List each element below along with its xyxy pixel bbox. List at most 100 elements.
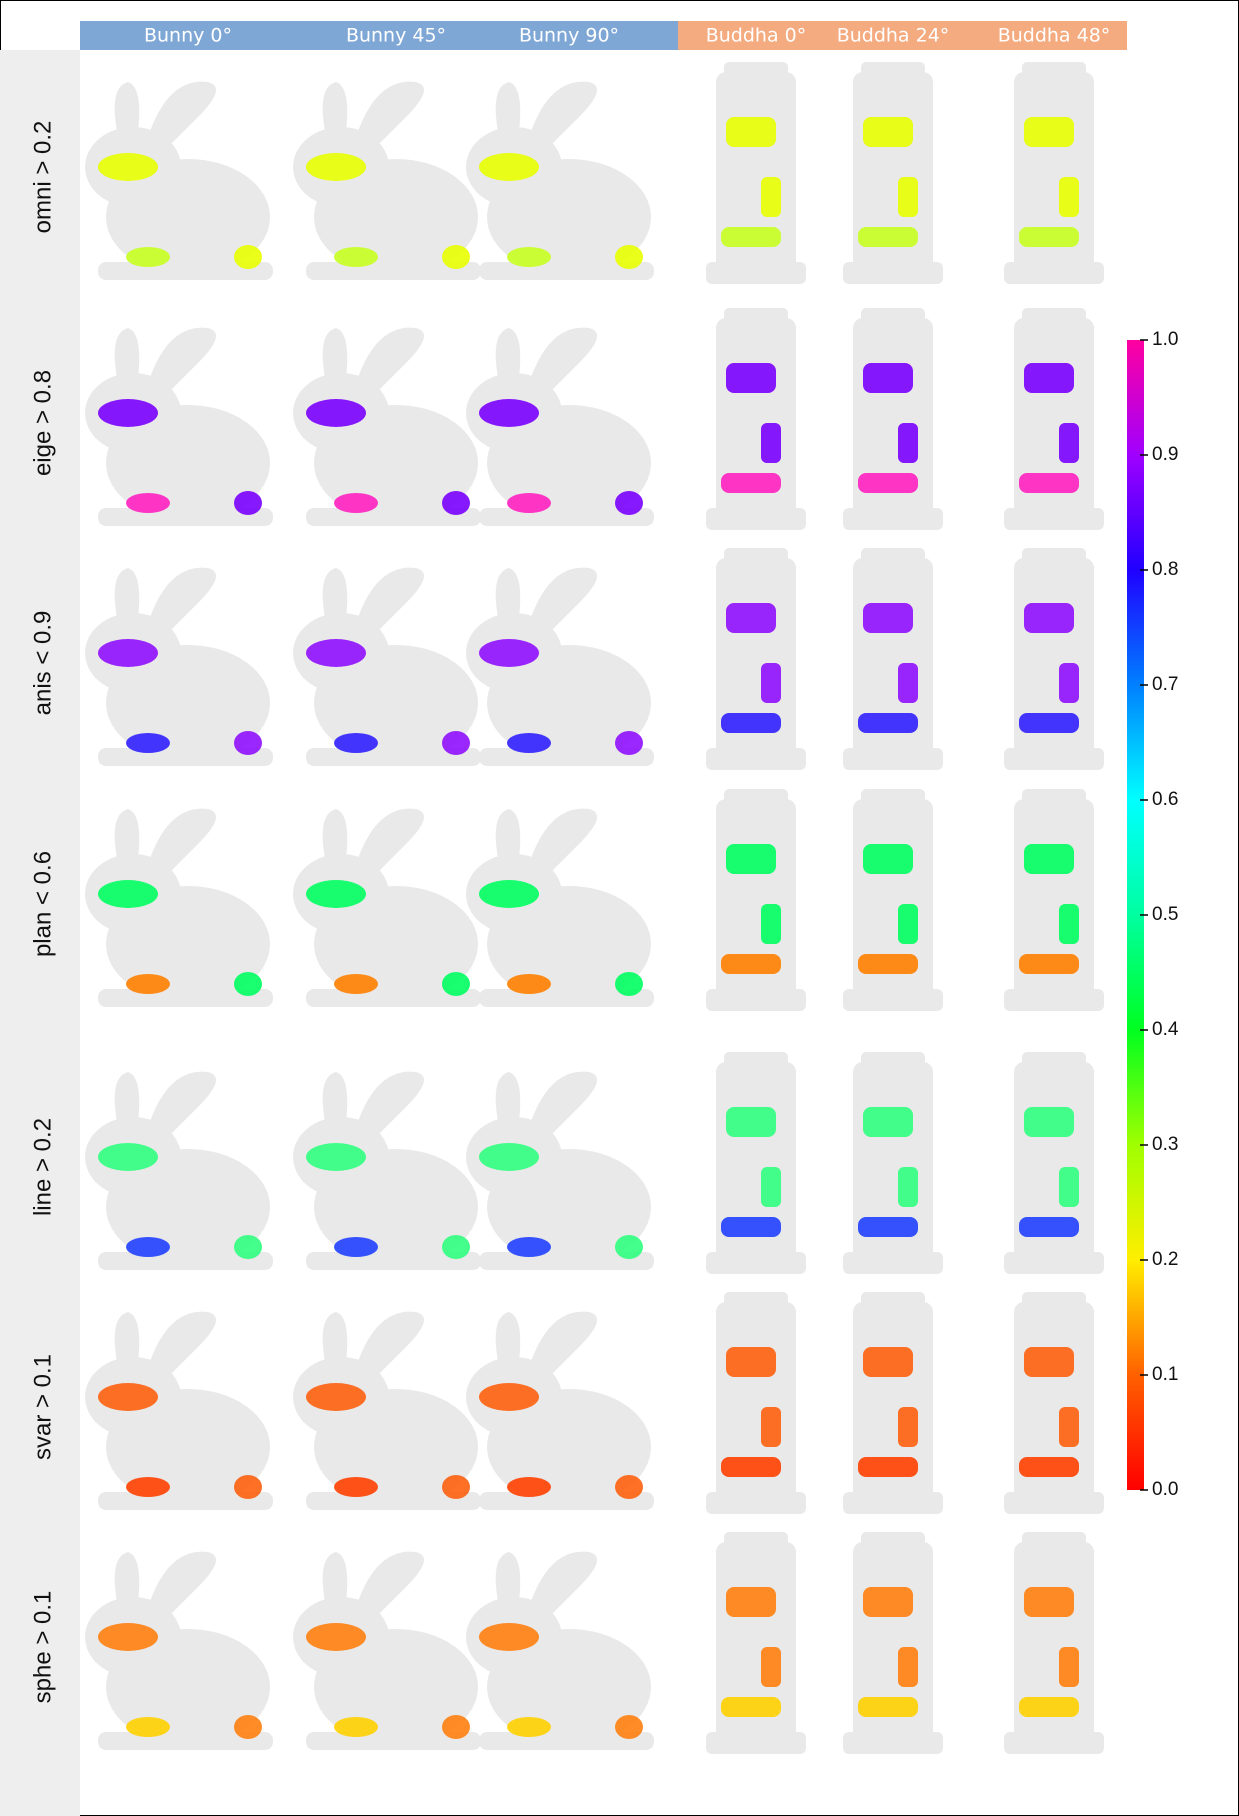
highlight <box>761 904 781 944</box>
colorbar-tick-label: 0.4 <box>1152 1019 1179 1040</box>
highlight <box>726 1347 776 1377</box>
row-label: omni > 0.2 <box>29 121 56 234</box>
highlight <box>1059 904 1079 944</box>
highlight <box>726 1587 776 1617</box>
highlight <box>1059 423 1079 463</box>
highlight <box>1019 1217 1079 1237</box>
highlight <box>334 974 378 994</box>
buddha-silhouette <box>706 1532 806 1754</box>
render <box>293 328 481 526</box>
render <box>1004 1052 1104 1274</box>
highlight <box>306 153 366 181</box>
highlight <box>98 639 158 667</box>
render <box>293 1552 481 1750</box>
buddha-silhouette <box>706 789 806 1011</box>
highlight <box>761 1407 781 1447</box>
render <box>293 1312 481 1510</box>
buddha-silhouette <box>1004 62 1104 284</box>
render <box>843 548 943 770</box>
highlight <box>726 844 776 874</box>
render <box>843 1052 943 1274</box>
render <box>706 789 806 1011</box>
buddha-silhouette <box>1004 789 1104 1011</box>
highlight <box>721 713 781 733</box>
buddha-silhouette <box>1004 1052 1104 1274</box>
highlight <box>442 972 470 996</box>
buddha-silhouette <box>843 1052 943 1274</box>
buddha-silhouette <box>843 789 943 1011</box>
highlight <box>98 1383 158 1411</box>
highlight <box>98 153 158 181</box>
highlight <box>1024 603 1074 633</box>
highlight <box>306 1623 366 1651</box>
highlight <box>761 1167 781 1207</box>
buddha-silhouette <box>1004 548 1104 770</box>
highlight <box>858 954 918 974</box>
highlight <box>1024 363 1074 393</box>
render <box>466 328 654 526</box>
highlight <box>98 880 158 908</box>
highlight <box>761 663 781 703</box>
column-header: Buddha 0° <box>706 25 807 47</box>
highlight <box>442 1715 470 1739</box>
buddha-silhouette <box>1004 308 1104 530</box>
highlight <box>507 1717 551 1737</box>
render <box>1004 308 1104 530</box>
render <box>466 1552 654 1750</box>
highlight <box>898 904 918 944</box>
buddha-silhouette <box>706 308 806 530</box>
render <box>1004 548 1104 770</box>
highlight <box>863 1587 913 1617</box>
highlight <box>898 663 918 703</box>
render <box>293 568 481 766</box>
buddha-silhouette <box>706 1052 806 1274</box>
buddha-silhouette <box>843 62 943 284</box>
render <box>466 1312 654 1510</box>
highlight <box>898 423 918 463</box>
render <box>706 548 806 770</box>
render <box>1004 1292 1104 1514</box>
highlight <box>507 493 551 513</box>
highlight <box>126 974 170 994</box>
highlight <box>479 880 539 908</box>
highlight <box>615 245 643 269</box>
highlight <box>306 880 366 908</box>
render <box>85 568 273 766</box>
highlight <box>334 1477 378 1497</box>
highlight <box>721 473 781 493</box>
highlight <box>442 1235 470 1259</box>
highlight <box>1059 177 1079 217</box>
highlight <box>507 733 551 753</box>
highlight <box>306 399 366 427</box>
highlight <box>507 247 551 267</box>
row-label: svar > 0.1 <box>29 1354 56 1460</box>
render <box>706 308 806 530</box>
highlight <box>1019 954 1079 974</box>
highlight <box>615 1715 643 1739</box>
highlight <box>479 1383 539 1411</box>
highlight <box>507 974 551 994</box>
colorbar-tick-label: 0.3 <box>1152 1134 1178 1155</box>
render <box>706 1532 806 1754</box>
render <box>843 1292 943 1514</box>
highlight <box>858 1217 918 1237</box>
highlight <box>761 177 781 217</box>
buddha-silhouette <box>843 1292 943 1514</box>
highlight <box>306 639 366 667</box>
highlight <box>858 1697 918 1717</box>
render <box>1004 62 1104 284</box>
highlight <box>898 1167 918 1207</box>
highlight <box>442 731 470 755</box>
highlight <box>863 363 913 393</box>
highlight <box>721 1697 781 1717</box>
highlight <box>479 399 539 427</box>
highlight <box>1019 1697 1079 1717</box>
highlight <box>507 1237 551 1257</box>
highlight <box>858 227 918 247</box>
panels <box>85 62 1104 1754</box>
highlight <box>726 603 776 633</box>
render <box>1004 789 1104 1011</box>
highlight <box>1024 1107 1074 1137</box>
render <box>843 789 943 1011</box>
colorbar-tick-label: 0.5 <box>1152 904 1178 925</box>
